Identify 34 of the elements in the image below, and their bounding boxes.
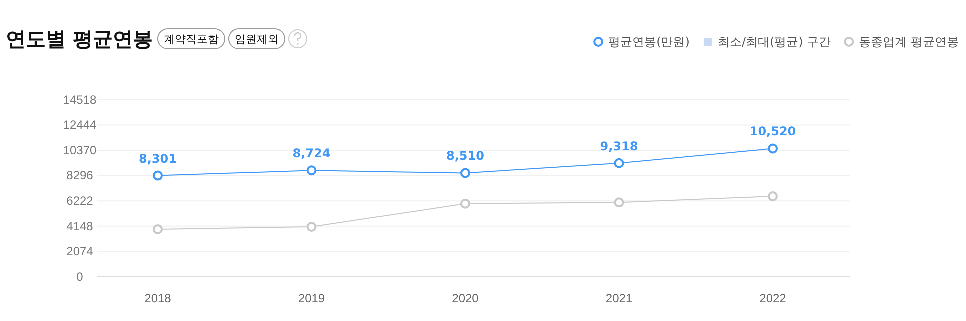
x-tick-label: 2018 [144,292,172,306]
legend-label: 동종업계 평균연봉 [859,35,959,49]
point [306,222,317,232]
point [614,198,624,208]
legend-label: 평균연봉(만원) [608,35,690,49]
y-tick-label: 6222 [66,194,94,208]
text: 계약직포함 [164,33,219,46]
y-tick-label: 12444 [63,118,98,132]
data-label: 8,510 [446,149,484,164]
data-label: 10,520 [750,124,796,139]
point [460,198,470,209]
point [768,192,778,202]
text: 임원제외 [234,33,279,46]
point [460,168,470,178]
legend-label: 최소/최대(평균) 구간 [718,35,832,49]
x-tick-label: 2022 [760,292,787,306]
data-label: 9,318 [600,139,638,154]
y-tick-label: 10370 [63,143,98,158]
y-tick-label: 4148 [66,219,94,234]
data-label: 8,301 [139,152,177,166]
point [153,170,163,181]
y-tick-label: 14518 [63,92,98,107]
point [614,158,624,168]
y-tick-label: 8296 [66,168,94,183]
data-label: 8,724 [292,146,331,161]
y-tick-label: 2074 [66,244,94,259]
x-tick-label: 2019 [298,292,326,306]
x-tick-label: 2020 [452,292,480,306]
x-tick-label: 2021 [606,292,633,306]
point [153,224,163,234]
point [768,144,778,154]
chart-title: 연도별 평균연봉 [6,27,153,51]
y-tick-label: 0 [76,270,84,284]
point [306,166,317,176]
